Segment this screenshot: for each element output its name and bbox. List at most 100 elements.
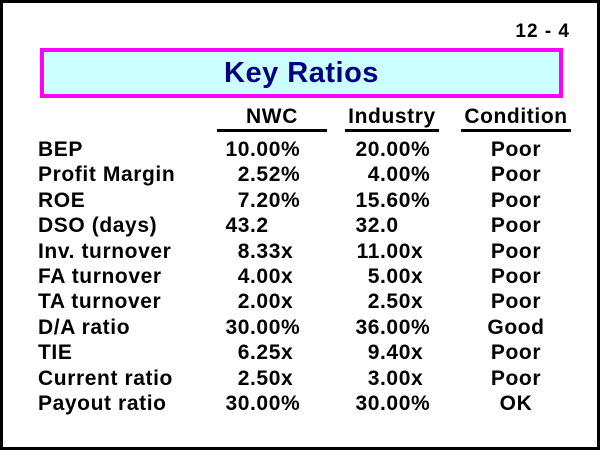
nwc-value-int: 30 [225,315,250,339]
nwc-value: 2.52% [203,162,333,187]
ratio-label: FA turnover [38,264,162,288]
condition-value: Poor [490,239,542,263]
industry-value: 2.50x [333,289,463,314]
condition-value: Poor [490,214,542,238]
industry-value-int: 15 [355,188,380,212]
nwc-value-frac: .52% [250,163,301,187]
nwc-value: 2.50x [203,366,333,391]
ratio-label: D/A ratio [38,315,131,339]
condition-value: Poor [490,366,542,390]
industry-value-int: 32 [355,214,380,238]
nwc-value-int: 7 [237,188,250,212]
ratio-table: NWC Industry Condition BEP 10.00% 20.00% Po… [36,106,583,416]
nwc-value: 8.33x [203,239,333,264]
slide-page-number: 12 - 4 [515,21,570,42]
industry-value-frac: .50x [380,290,424,314]
condition-value: Poor [490,341,542,365]
industry-value: 9.40x [333,340,463,365]
nwc-value-int: 2 [237,366,250,390]
ratio-row: ROE 7.20% 15.60% Poor [36,188,583,213]
ratio-row: FA turnover 4.00x 5.00x Poor [36,264,583,289]
header-cell-nwc: NWC [203,106,333,137]
condition-value: Poor [490,264,542,288]
nwc-value: 10.00% [203,137,333,162]
nwc-value-frac: .00x [250,290,294,314]
industry-value-int: 2 [367,290,380,314]
industry-value-frac: .0 [380,214,399,238]
column-header-nwc: NWC [217,106,327,132]
condition-value: Poor [490,163,542,187]
table-header-row: NWC Industry Condition [36,106,583,137]
nwc-value-frac: .20% [250,188,301,212]
industry-value-frac: .00x [380,366,424,390]
nwc-value: 4.00x [203,264,333,289]
industry-value-int: 36 [355,315,380,339]
column-header-industry: Industry [345,106,439,132]
ratio-label: Current ratio [38,366,173,390]
ratio-row: Profit Margin 2.52% 4.00% Poor [36,162,583,187]
industry-value: 32.0 [333,213,463,238]
ratio-label: ROE [38,188,86,212]
nwc-value-int: 6 [237,341,250,365]
industry-value-int: 30 [355,391,380,415]
nwc-value: 7.20% [203,188,333,213]
ratio-label: TIE [38,341,73,365]
header-spacer [36,106,203,137]
nwc-value: 30.00% [203,315,333,340]
slide-title: Key Ratios [224,56,379,89]
industry-value-frac: .00x [380,264,424,288]
condition-value: Good [487,315,545,339]
nwc-value-frac: .00x [250,264,294,288]
industry-value: 5.00x [333,264,463,289]
ratio-row: D/A ratio 30.00% 36.00% Good [36,315,583,340]
industry-value-frac: .60% [380,188,431,212]
condition-value: OK [499,391,533,415]
ratio-row: Current ratio 2.50x 3.00x Poor [36,366,583,391]
industry-value: 36.00% [333,315,463,340]
industry-value: 3.00x [333,366,463,391]
condition-value: Poor [490,138,542,161]
industry-value-frac: .00% [380,163,431,187]
industry-value: 20.00% [333,137,463,162]
ratio-label: Inv. turnover [38,239,172,263]
nwc-value-frac: .00% [250,391,301,415]
nwc-value-int: 4 [237,264,250,288]
ratio-row: DSO (days) 43.2 32.0 Poor [36,213,583,238]
industry-value-int: 20 [355,138,380,161]
nwc-value-frac: .2 [250,214,269,238]
column-header-condition: Condition [461,106,571,132]
ratio-row: TIE 6.25x 9.40x Poor [36,340,583,365]
industry-value-frac: .00% [380,391,431,415]
ratio-label: Payout ratio [38,391,167,415]
industry-value: 30.00% [333,391,463,416]
industry-value-frac: .00% [380,138,431,161]
ratio-row: Payout ratio 30.00% 30.00% OK [36,391,583,416]
industry-value-int: 4 [367,163,380,187]
ratio-label: TA turnover [38,290,162,314]
ratio-label: BEP [38,138,83,161]
ratio-row: TA turnover 2.00x 2.50x Poor [36,289,583,314]
condition-value: Poor [490,290,542,314]
nwc-value-int: 2 [237,290,250,314]
title-box: Key Ratios [40,48,563,98]
ratio-label: Profit Margin [38,163,176,187]
condition-value: Poor [490,188,542,212]
nwc-value-int: 30 [225,391,250,415]
industry-value-int: 9 [367,341,380,365]
industry-value-frac: .00% [380,315,431,339]
ratio-row: BEP 10.00% 20.00% Poor [36,137,583,162]
nwc-value-frac: .25x [250,341,294,365]
industry-value-int: 3 [367,366,380,390]
header-cell-condition: Condition [461,106,583,137]
nwc-value-int: 8 [237,239,250,263]
header-cell-industry: Industry [333,106,463,137]
nwc-value: 30.00% [203,391,333,416]
industry-value-frac: .40x [380,341,424,365]
industry-value: 15.60% [333,188,463,213]
nwc-value: 43.2 [203,213,333,238]
nwc-value: 6.25x [203,340,333,365]
nwc-value: 2.00x [203,289,333,314]
nwc-value-int: 2 [237,163,250,187]
nwc-value-frac: .50x [250,366,294,390]
